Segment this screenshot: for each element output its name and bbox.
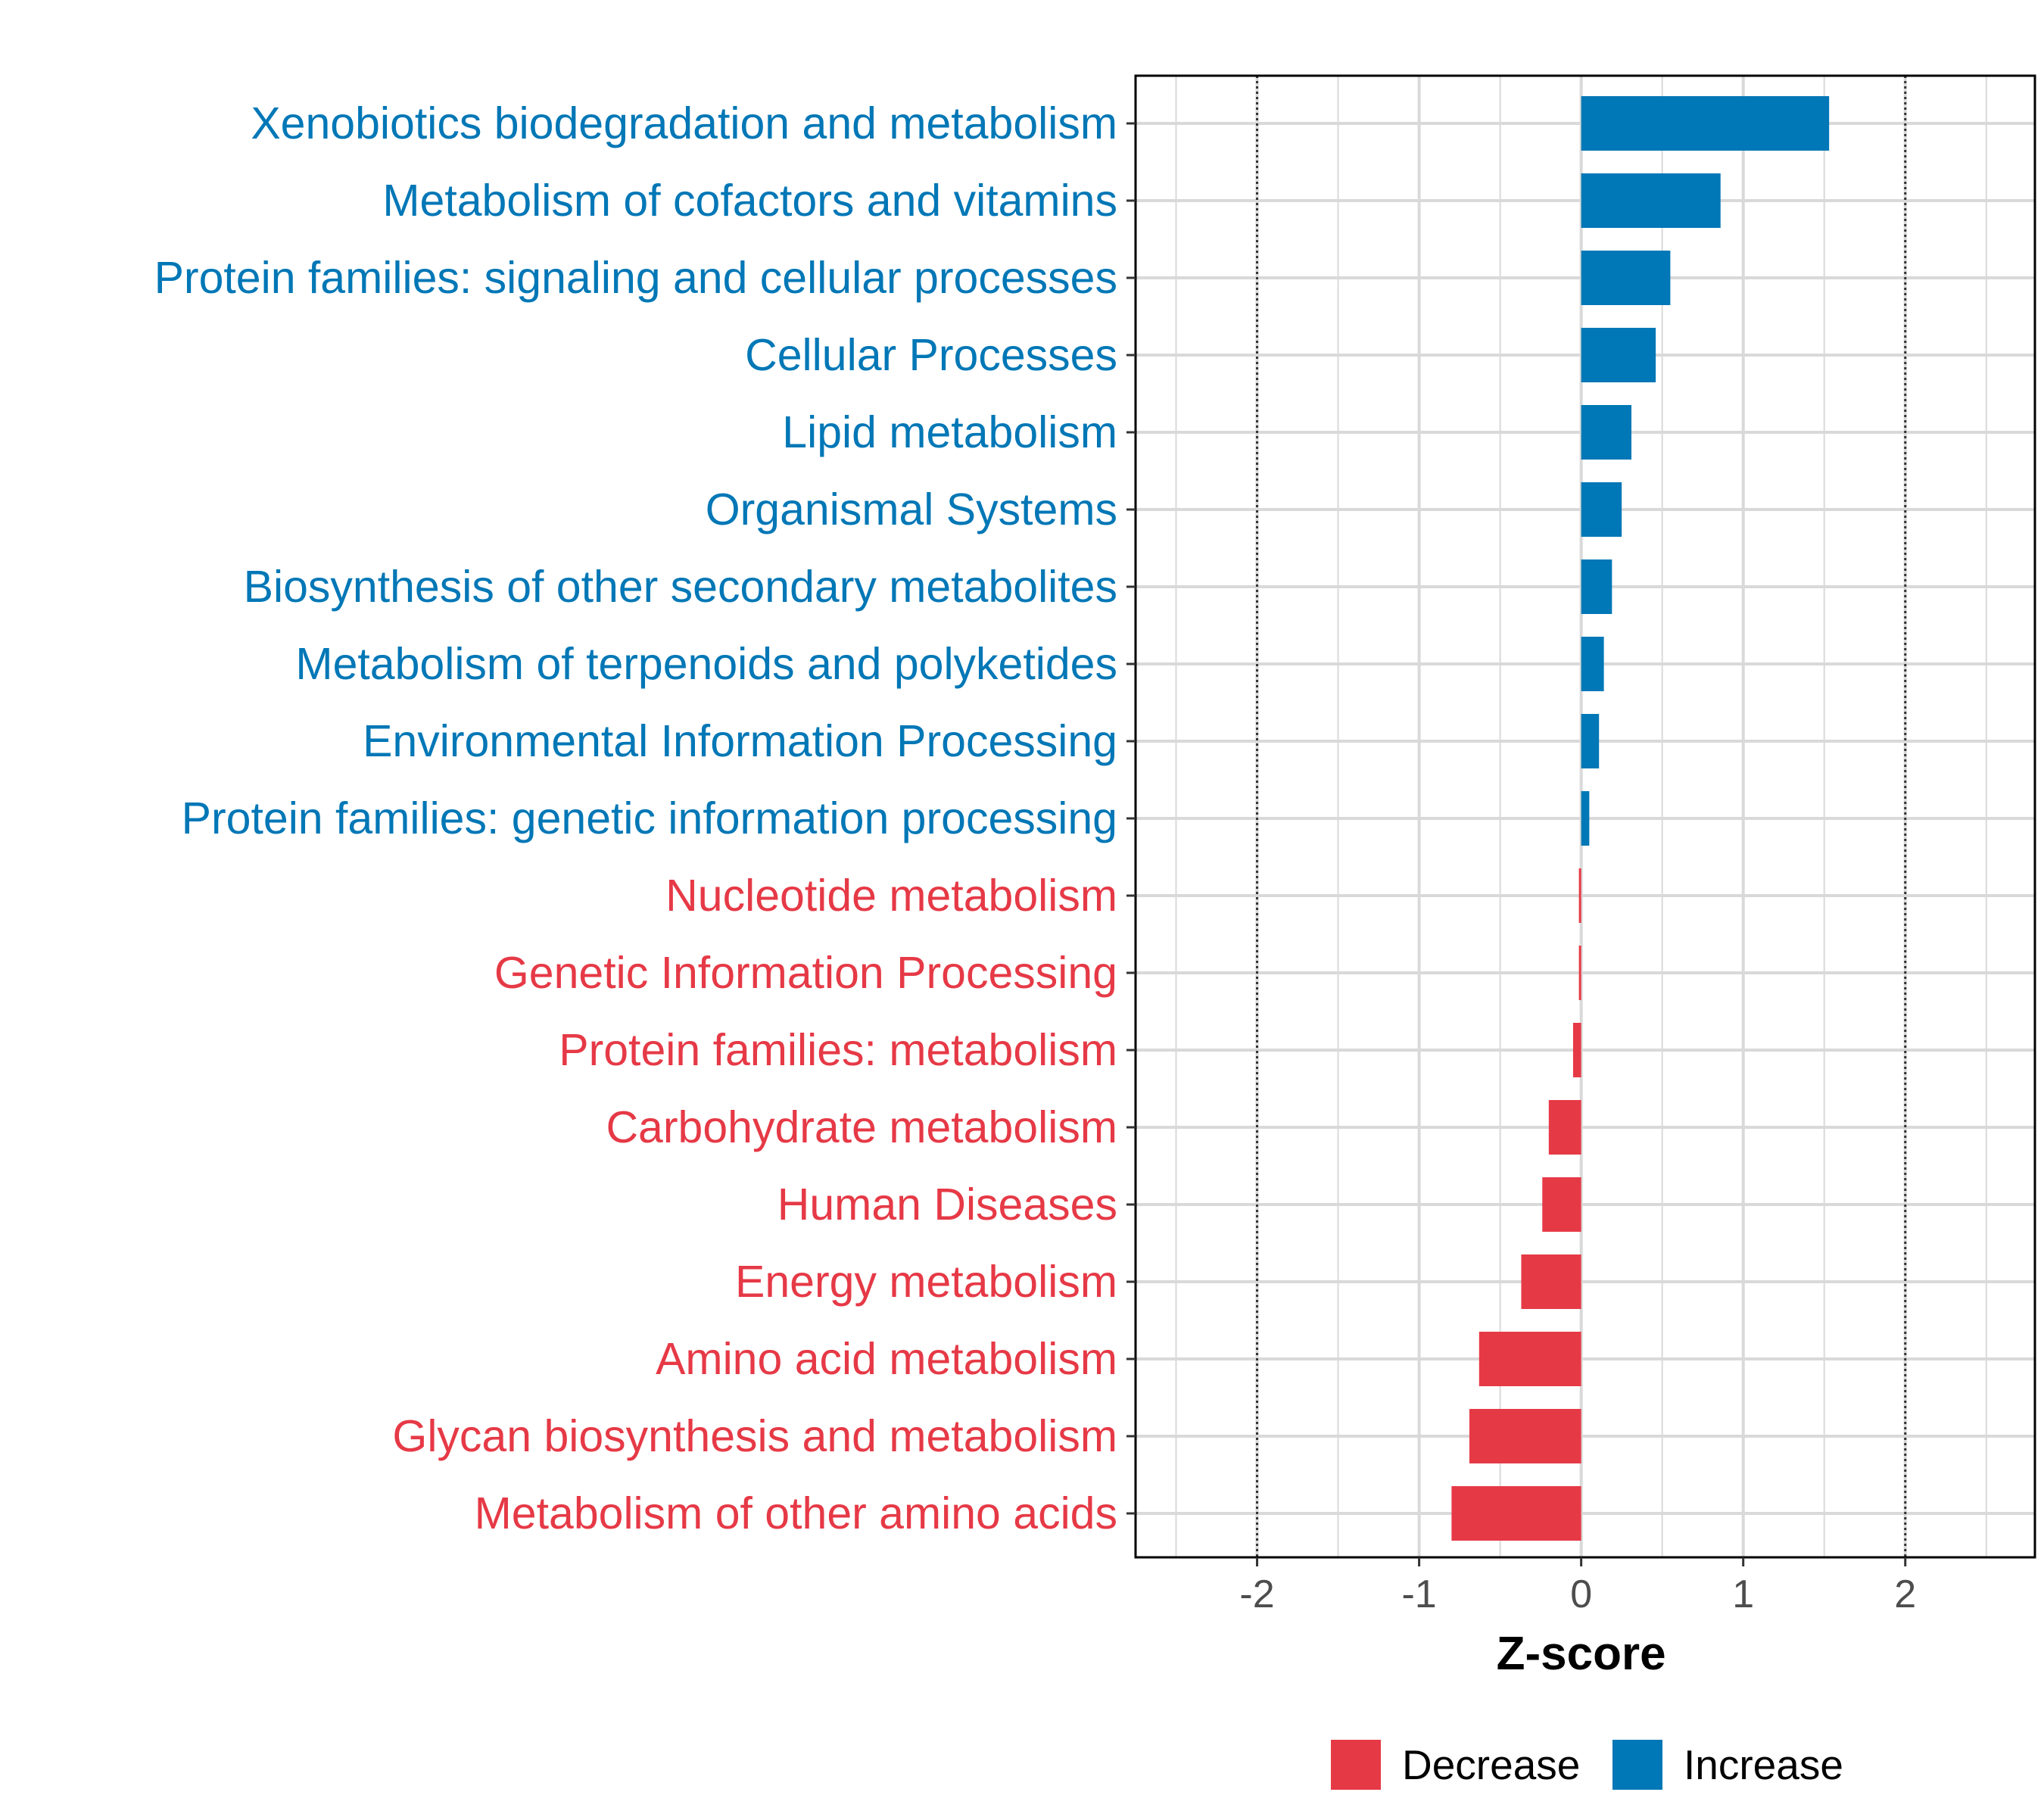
bar	[1581, 559, 1612, 614]
legend-swatch	[1612, 1740, 1662, 1790]
category-label: Protein families: signaling and cellular…	[154, 253, 1117, 303]
bar	[1542, 1177, 1581, 1232]
x-tick-label: 0	[1570, 1572, 1592, 1616]
category-label: Biosynthesis of other secondary metaboli…	[244, 562, 1117, 612]
category-label: Metabolism of terpenoids and polyketides	[295, 639, 1117, 689]
category-label: Xenobiotics biodegradation and metabolis…	[251, 98, 1117, 148]
x-tick-label: -1	[1401, 1572, 1436, 1616]
category-label: Genetic Information Processing	[494, 948, 1117, 998]
bar	[1581, 791, 1590, 846]
x-tick-label: 2	[1894, 1572, 1916, 1616]
bar	[1581, 96, 1830, 151]
bar	[1578, 868, 1581, 923]
category-label: Glycan biosynthesis and metabolism	[392, 1411, 1117, 1461]
category-labels: Xenobiotics biodegradation and metabolis…	[154, 98, 1136, 1538]
category-label: Nucleotide metabolism	[665, 871, 1117, 921]
bar	[1581, 637, 1604, 691]
category-label: Human Diseases	[777, 1180, 1117, 1230]
category-label: Lipid metabolism	[782, 407, 1117, 457]
category-label: Energy metabolism	[735, 1257, 1117, 1307]
category-label: Protein families: genetic information pr…	[182, 793, 1117, 843]
legend-label: Increase	[1684, 1741, 1843, 1788]
bar	[1581, 405, 1632, 460]
legend-swatch	[1331, 1740, 1381, 1790]
bar	[1548, 1100, 1581, 1155]
bar	[1451, 1486, 1581, 1541]
bar	[1578, 946, 1581, 1000]
bars	[1451, 96, 1830, 1541]
legend-label: Decrease	[1402, 1741, 1580, 1788]
bar	[1581, 251, 1671, 305]
x-tick-label: -2	[1239, 1572, 1274, 1616]
bar	[1581, 328, 1656, 382]
category-label: Protein families: metabolism	[559, 1025, 1117, 1075]
bar	[1581, 714, 1600, 768]
legend: Decrease Increase	[1331, 1740, 1843, 1790]
category-label: Metabolism of other amino acids	[475, 1488, 1117, 1538]
panel-border	[1134, 74, 2036, 1559]
x-axis-title: Z-score	[1497, 1628, 1666, 1680]
category-label: Organismal Systems	[706, 485, 1117, 535]
category-label: Amino acid metabolism	[656, 1334, 1117, 1384]
bar	[1521, 1254, 1581, 1309]
bar	[1581, 173, 1721, 228]
bar	[1572, 1023, 1581, 1077]
bar	[1478, 1332, 1581, 1386]
category-label: Cellular Processes	[745, 330, 1117, 380]
bar	[1469, 1409, 1581, 1463]
category-label: Carbohydrate metabolism	[606, 1102, 1117, 1152]
x-tick-label: 1	[1732, 1572, 1754, 1616]
bar	[1581, 482, 1622, 537]
category-label: Metabolism of cofactors and vitamins	[382, 176, 1117, 226]
category-label: Environmental Information Processing	[363, 716, 1117, 766]
x-axis-ticks: -2 -1 0 1 2	[1239, 1557, 1916, 1616]
